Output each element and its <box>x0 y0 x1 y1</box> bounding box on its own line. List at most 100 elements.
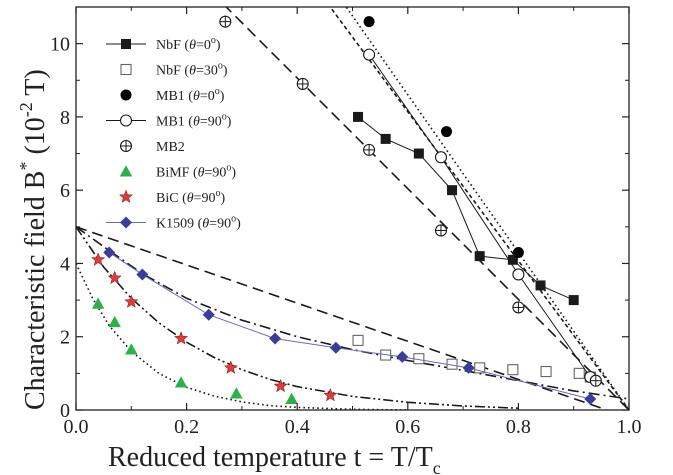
legend-marker-7 <box>120 216 132 229</box>
data-point-4-5 <box>589 374 602 387</box>
data-point-0-4 <box>474 251 485 262</box>
data-point-0-7 <box>568 295 579 306</box>
series-3 <box>363 48 597 384</box>
x-tick-label: 0.0 <box>64 416 89 438</box>
data-point-7-1 <box>136 268 149 281</box>
data-point-5-2 <box>125 343 138 355</box>
legend: NbF (θ=0o) NbF (θ=30o) MB1 (θ=0o) MB1 (θ=90… <box>106 35 241 232</box>
data-point-2-1 <box>441 126 453 138</box>
legend-marker-5 <box>119 165 133 177</box>
series-5 <box>91 297 298 405</box>
x-tick-label: 0.8 <box>506 416 531 438</box>
data-point-5-4 <box>230 387 243 399</box>
ticks: 0.0 0.2 0.4 0.6 0.8 1.0 0 2 4 6 8 10 <box>50 6 642 438</box>
data-point-7-0 <box>103 246 116 259</box>
data-point-4-1 <box>296 77 309 90</box>
legend-item-7: K1509 (θ=90o) <box>106 214 241 232</box>
x-axis-title: Reduced temperature t = T/Tc <box>108 442 441 475</box>
data-point-7-3 <box>269 332 282 345</box>
series-4 <box>219 15 602 387</box>
fit-line-dash <box>225 7 629 410</box>
data-point-0-5 <box>507 254 518 265</box>
data-point-0-6 <box>535 280 546 291</box>
x-axis-title-text: Reduced temperature t = T/T <box>108 442 433 473</box>
data-point-0-0 <box>353 111 364 122</box>
data-point-6-1 <box>107 270 122 285</box>
data-point-4-3 <box>434 224 448 237</box>
legend-label-6: BiC (θ=90o) <box>156 188 226 206</box>
data-point-7-5 <box>396 350 409 363</box>
legend-marker-6 <box>118 189 134 204</box>
data-point-6-2 <box>124 294 139 308</box>
legend-label-7: K1509 (θ=90o) <box>156 214 241 232</box>
x-tick-label: 0.4 <box>285 416 310 438</box>
y-tick-label: 6 <box>60 180 70 202</box>
fit-line-dash-dot-dot <box>76 226 519 409</box>
data-point-0-1 <box>380 133 391 144</box>
y-tick-label: 4 <box>60 253 70 275</box>
legend-item-2: MB1 (θ=0o) <box>120 86 225 104</box>
data-point-6-5 <box>273 378 288 393</box>
y-tick-label: 0 <box>60 400 70 422</box>
data-point-0-2 <box>413 148 424 159</box>
data-point-6-3 <box>173 331 189 345</box>
legend-label-3: MB1 (θ=90o) <box>156 112 232 130</box>
data-point-1-5 <box>507 364 519 376</box>
fit-line-dot <box>345 7 629 410</box>
y-axis-unit-end: T) <box>20 69 51 102</box>
data-point-1-7 <box>573 367 585 379</box>
legend-label-5: BiMF (θ=90o) <box>156 163 236 181</box>
data-point-2-2 <box>512 246 524 258</box>
data-point-5-3 <box>174 376 188 388</box>
data-point-3-0 <box>363 48 376 61</box>
legend-item-6: BiC (θ=90o) <box>118 188 226 206</box>
series-line-3 <box>368 54 591 378</box>
data-point-7-2 <box>202 308 215 321</box>
legend-label-1: NbF (θ=30o) <box>156 61 228 79</box>
y-axis-title-sup: * <box>16 162 36 171</box>
fit-line-dot <box>76 263 408 410</box>
x-tick-label: 0.6 <box>395 416 420 438</box>
legend-item-3: MB1 (θ=90o) <box>106 112 232 130</box>
y-axis-title-text: Characteristic field B <box>20 171 51 410</box>
y-axis-unit-text: (10 <box>20 117 51 161</box>
data-point-5-0 <box>91 297 105 309</box>
data-point-1-6 <box>540 365 552 378</box>
fit-lines <box>76 7 629 410</box>
data-point-5-5 <box>285 392 298 405</box>
y-axis-unit-sup: -2 <box>16 102 36 117</box>
x-tick-label: 1.0 <box>617 416 642 438</box>
data-point-3-1 <box>434 151 448 164</box>
y-tick-label: 8 <box>60 107 70 129</box>
legend-item-5: BiMF (θ=90o) <box>119 163 236 181</box>
y-tick-label: 2 <box>60 327 70 349</box>
data-point-1-4 <box>474 362 486 374</box>
fit-line-dash <box>76 226 608 410</box>
legend-label-4: MB2 <box>156 140 185 155</box>
legend-marker-0 <box>121 39 131 49</box>
legend-item-4: MB2 <box>119 139 185 155</box>
x-tick-label: 0.2 <box>174 416 199 438</box>
legend-marker-2 <box>120 89 132 101</box>
data-point-6-4 <box>223 360 238 374</box>
legend-label-0: NbF (θ=0o) <box>156 35 221 53</box>
data-point-2-0 <box>363 16 375 28</box>
data-point-6-6 <box>323 387 338 402</box>
series-1 <box>352 334 596 383</box>
data-point-5-1 <box>108 315 121 328</box>
data-point-3-2 <box>512 268 525 281</box>
series-7 <box>103 246 597 406</box>
data-point-7-7 <box>584 393 597 406</box>
data-point-7-4 <box>329 341 342 354</box>
series-line-0 <box>357 116 574 301</box>
legend-marker-3 <box>119 114 133 127</box>
data-point-7-6 <box>462 361 475 374</box>
legend-item-0: NbF (θ=0o) <box>106 35 221 53</box>
data-point-4-0 <box>219 15 232 28</box>
series-line-7 <box>108 252 591 400</box>
series-6 <box>91 252 338 402</box>
data-point-6-0 <box>91 252 106 266</box>
data-point-0-3 <box>447 185 458 196</box>
series-0 <box>353 111 579 306</box>
